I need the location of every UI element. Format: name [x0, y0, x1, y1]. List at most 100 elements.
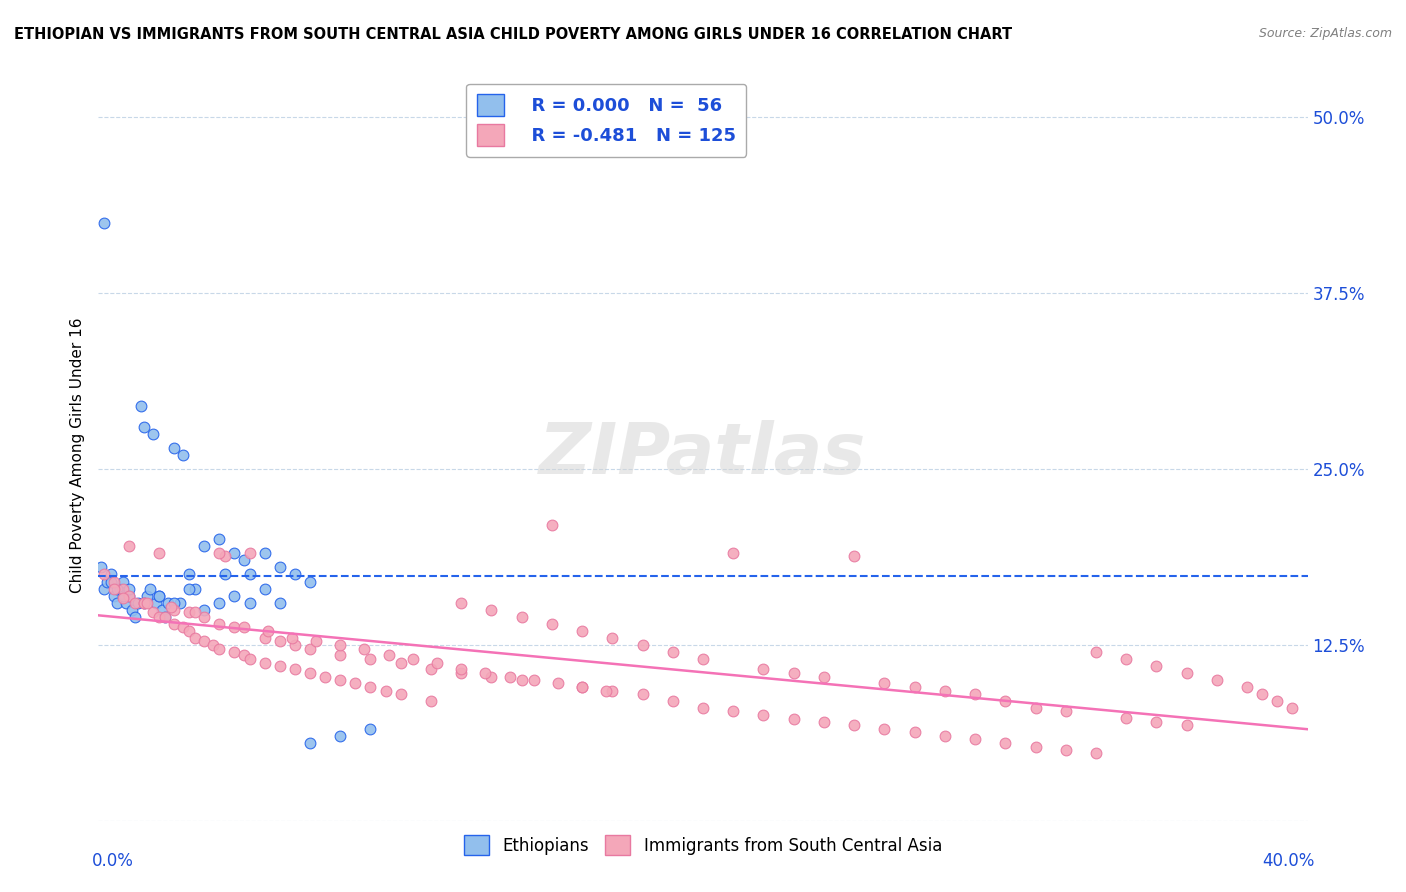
Point	[132, 596, 155, 610]
Point	[299, 642, 322, 657]
Point	[256, 624, 278, 638]
Point	[156, 596, 179, 610]
Point	[389, 687, 412, 701]
Point	[873, 675, 896, 690]
Point	[100, 567, 122, 582]
Point	[232, 619, 254, 633]
Point	[904, 725, 927, 739]
Point	[1175, 665, 1198, 680]
Point	[208, 546, 231, 560]
Point	[129, 399, 152, 413]
Point	[510, 609, 533, 624]
Point	[631, 638, 654, 652]
Text: ZIPatlas: ZIPatlas	[540, 420, 866, 490]
Point	[239, 596, 262, 610]
Point	[360, 652, 382, 666]
Point	[132, 596, 155, 610]
Point	[329, 673, 352, 687]
Point	[118, 589, 141, 603]
Text: Source: ZipAtlas.com: Source: ZipAtlas.com	[1258, 27, 1392, 40]
Point	[752, 662, 775, 676]
Point	[118, 539, 141, 553]
Point	[96, 574, 118, 589]
Point	[723, 546, 745, 560]
Point	[208, 642, 231, 657]
Point	[602, 631, 624, 645]
Point	[281, 631, 304, 645]
Point	[783, 712, 806, 726]
Point	[844, 718, 866, 732]
Point	[1206, 673, 1229, 687]
Point	[299, 665, 322, 680]
Point	[132, 419, 155, 434]
Point	[1024, 701, 1046, 715]
Point	[193, 602, 215, 616]
Point	[329, 729, 352, 743]
Point	[1115, 711, 1137, 725]
Point	[169, 596, 191, 610]
Point	[1054, 743, 1077, 757]
Point	[595, 684, 617, 698]
Point	[1115, 652, 1137, 666]
Point	[481, 670, 503, 684]
Point	[510, 673, 533, 687]
Point	[602, 684, 624, 698]
Point	[193, 633, 215, 648]
Point	[329, 638, 352, 652]
Point	[1144, 715, 1167, 730]
Point	[179, 606, 201, 620]
Point	[813, 670, 835, 684]
Point	[111, 591, 134, 606]
Point	[547, 675, 569, 690]
Point	[179, 624, 201, 638]
Point	[184, 631, 207, 645]
Point	[965, 732, 987, 747]
Point	[253, 631, 276, 645]
Point	[100, 574, 122, 589]
Point	[90, 560, 112, 574]
Point	[994, 694, 1017, 708]
Point	[142, 606, 165, 620]
Point	[214, 549, 236, 564]
Point	[172, 448, 194, 462]
Point	[377, 648, 399, 662]
Point	[160, 599, 183, 614]
Point	[474, 665, 496, 680]
Point	[723, 704, 745, 718]
Point	[284, 662, 307, 676]
Text: 40.0%: 40.0%	[1263, 852, 1315, 870]
Point	[540, 518, 562, 533]
Point	[232, 553, 254, 567]
Text: ETHIOPIAN VS IMMIGRANTS FROM SOUTH CENTRAL ASIA CHILD POVERTY AMONG GIRLS UNDER : ETHIOPIAN VS IMMIGRANTS FROM SOUTH CENTR…	[14, 27, 1012, 42]
Point	[163, 441, 186, 455]
Point	[934, 684, 956, 698]
Point	[127, 596, 149, 610]
Point	[124, 609, 146, 624]
Point	[179, 582, 201, 596]
Point	[93, 582, 115, 596]
Point	[224, 589, 246, 603]
Point	[135, 589, 157, 603]
Point	[93, 216, 115, 230]
Point	[498, 670, 520, 684]
Point	[208, 596, 231, 610]
Point	[208, 616, 231, 631]
Point	[132, 596, 155, 610]
Point	[118, 582, 141, 596]
Point	[904, 680, 927, 694]
Point	[420, 662, 443, 676]
Point	[571, 680, 593, 694]
Point	[450, 596, 472, 610]
Point	[426, 656, 449, 670]
Point	[93, 567, 115, 582]
Point	[994, 736, 1017, 750]
Point	[224, 619, 246, 633]
Point	[1085, 746, 1108, 760]
Point	[1085, 645, 1108, 659]
Point	[163, 596, 186, 610]
Point	[121, 602, 143, 616]
Point	[344, 675, 367, 690]
Point	[873, 723, 896, 737]
Point	[1236, 680, 1258, 694]
Point	[239, 546, 262, 560]
